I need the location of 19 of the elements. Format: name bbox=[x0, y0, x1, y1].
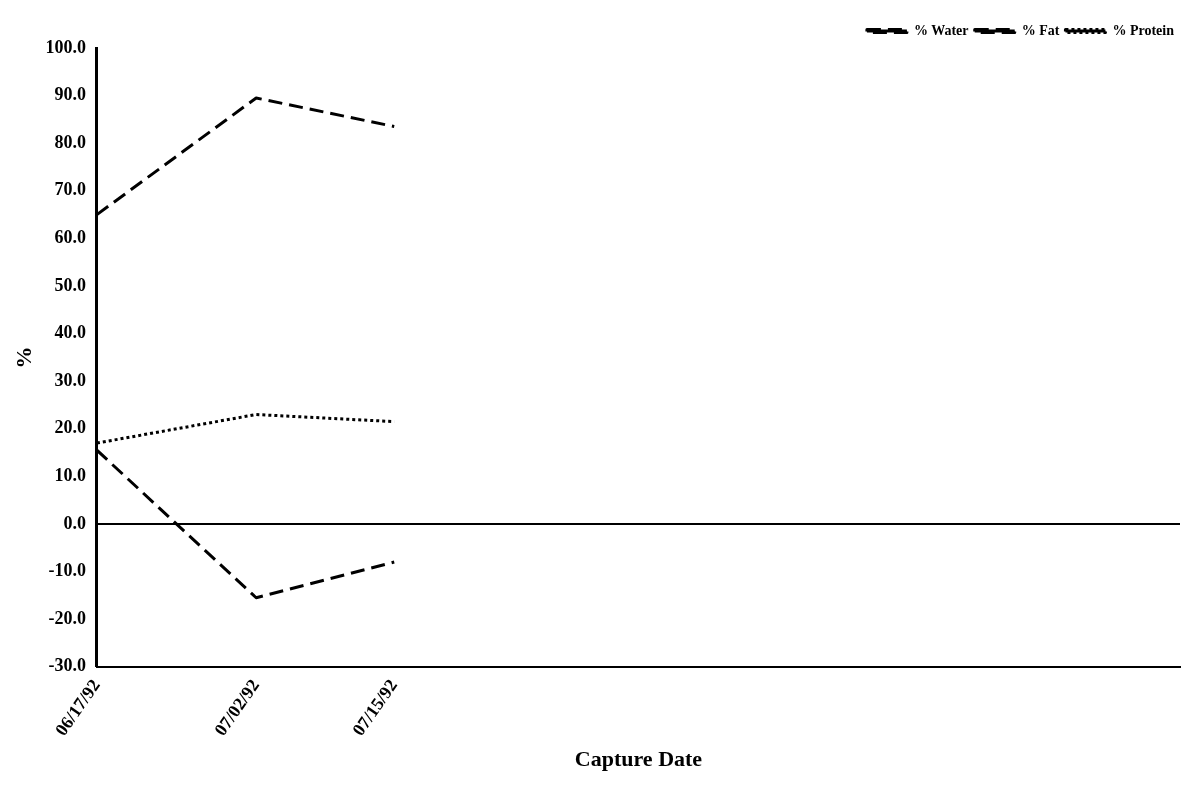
y-tick-label: 10.0 bbox=[54, 465, 86, 486]
legend-label: % Protein bbox=[1112, 22, 1175, 38]
y-tick-label: -10.0 bbox=[48, 560, 86, 581]
legend-label: % Fat bbox=[1021, 22, 1060, 38]
y-tick-label: 20.0 bbox=[54, 417, 86, 438]
y-tick-label: 0.0 bbox=[63, 512, 86, 533]
y-tick-label: 50.0 bbox=[54, 274, 86, 295]
y-tick-label: -20.0 bbox=[48, 607, 86, 628]
y-tick-label: 90.0 bbox=[54, 84, 86, 105]
y-tick-label: 30.0 bbox=[54, 369, 86, 390]
y-tick-label: 100.0 bbox=[45, 36, 86, 57]
y-tick-label: -30.0 bbox=[48, 655, 86, 676]
y-tick-label: 60.0 bbox=[54, 227, 86, 248]
y-tick-label: 80.0 bbox=[54, 131, 86, 152]
x-axis-title: Capture Date bbox=[574, 746, 703, 772]
y-axis-title: % bbox=[10, 346, 36, 369]
legend-label: % Water bbox=[913, 22, 969, 38]
y-tick-label: 70.0 bbox=[54, 179, 86, 200]
y-tick-label: 40.0 bbox=[54, 322, 86, 343]
